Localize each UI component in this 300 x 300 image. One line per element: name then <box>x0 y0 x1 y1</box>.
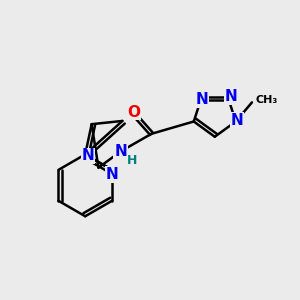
Text: H: H <box>127 154 137 167</box>
Text: CH₃: CH₃ <box>256 95 278 105</box>
Text: N: N <box>114 144 127 159</box>
Text: N: N <box>106 167 118 182</box>
Text: N: N <box>231 112 244 128</box>
Text: N: N <box>195 92 208 107</box>
Text: O: O <box>127 104 140 119</box>
Text: N: N <box>225 89 238 104</box>
Text: N: N <box>82 148 94 164</box>
